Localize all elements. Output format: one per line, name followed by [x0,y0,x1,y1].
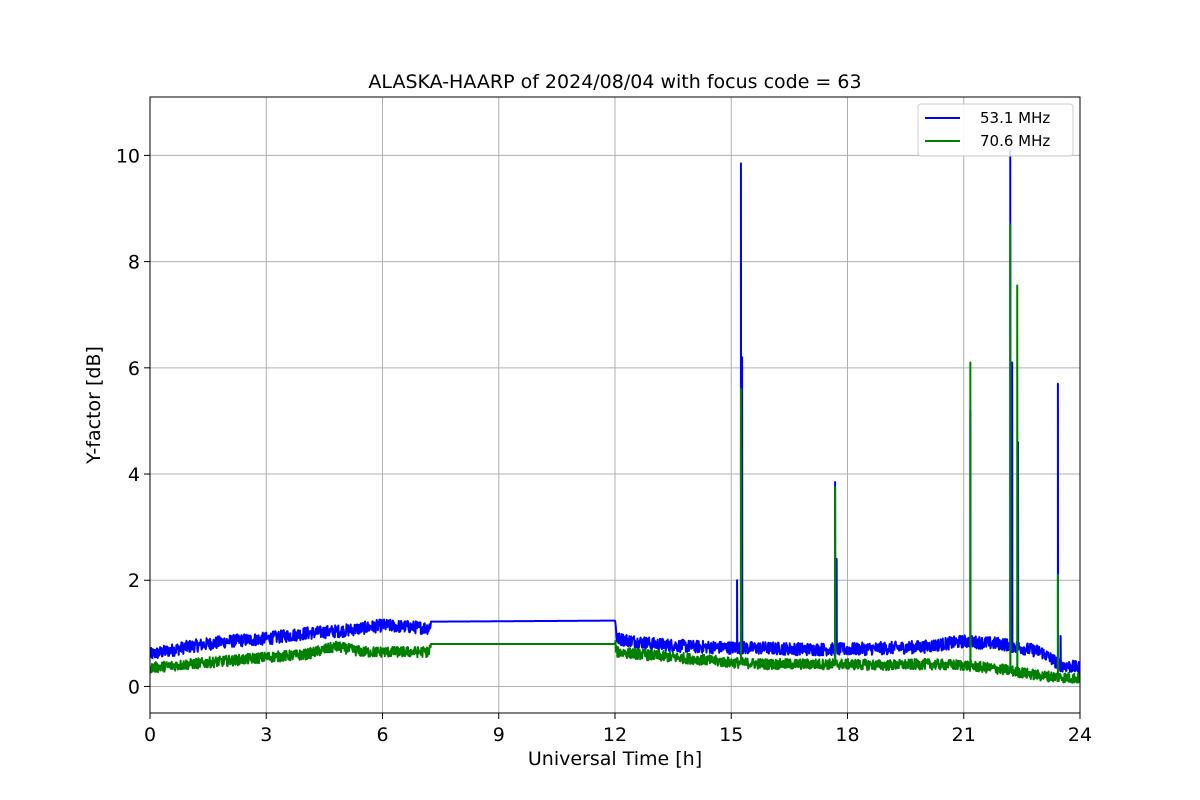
y-tick-label: 6 [128,358,140,380]
series-line-53-1-MHz [150,149,1080,675]
legend-label-70-6: 70.6 MHz [980,132,1050,150]
x-axis-label: Universal Time [h] [528,748,702,770]
legend-label-53-1: 53.1 MHz [980,109,1050,127]
x-tick-label: 0 [144,724,156,746]
series-layer [150,149,1080,684]
x-tick-label: 12 [603,724,627,746]
y-tick-label: 4 [128,464,140,486]
x-tick-label: 3 [260,724,272,746]
y-tick-label: 10 [116,145,140,167]
x-tick-label: 6 [376,724,388,746]
x-tick-label: 21 [952,724,976,746]
series-line-70-6-MHz [150,223,1080,684]
legend: 53.1 MHz 70.6 MHz [917,103,1074,157]
y-tick-label: 0 [128,676,140,698]
x-tick-label: 18 [835,724,859,746]
x-tick-label: 9 [493,724,505,746]
y-axis-label: Y-factor [dB] [83,346,105,465]
y-tick-label: 8 [128,252,140,274]
x-tick-label: 24 [1068,724,1092,746]
x-tick-label: 15 [719,724,743,746]
y-tick-label: 2 [128,570,140,592]
chart-title: ALASKA-HAARP of 2024/08/04 with focus co… [368,71,861,93]
